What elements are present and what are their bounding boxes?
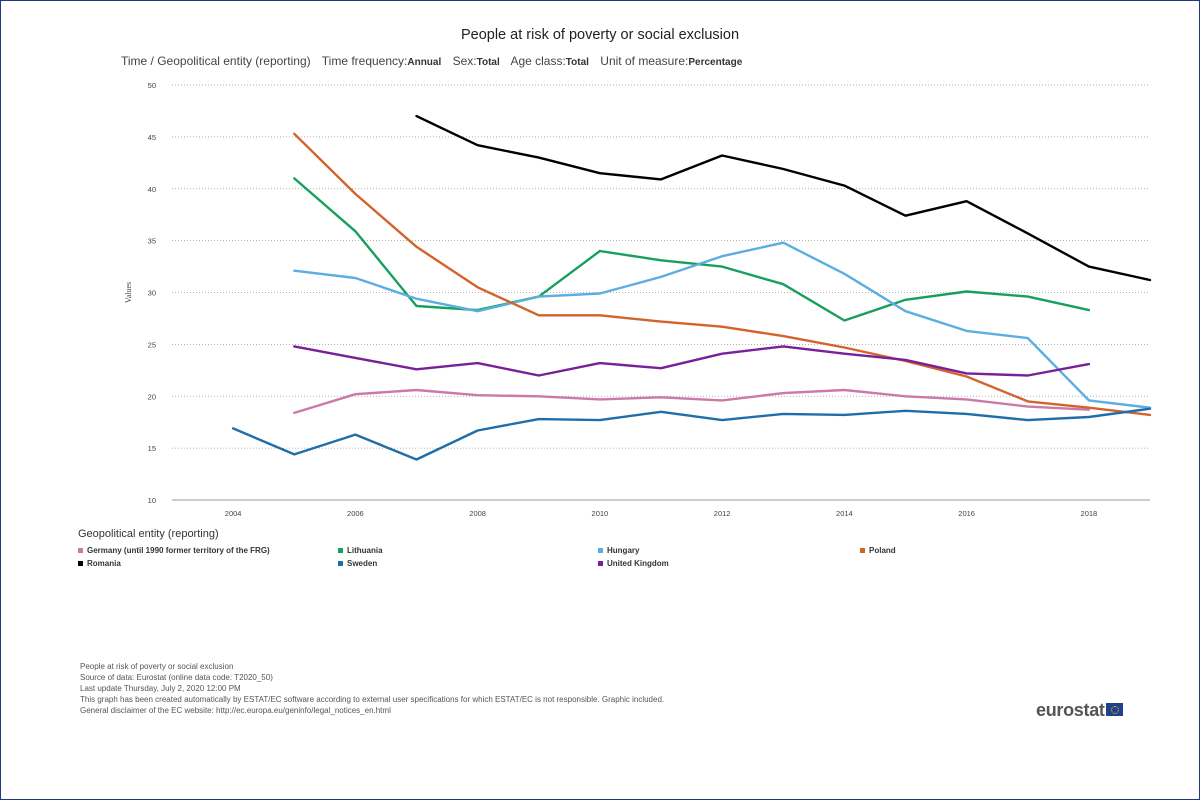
legend-label: Sweden (347, 559, 378, 568)
y-tick-label: 15 (148, 444, 156, 453)
line-chart: 10 15 20 25 30 35 40 45 50 2004 2006 2008 2010 2012 20… (124, 81, 1152, 518)
x-tick-label: 2014 (836, 509, 853, 518)
eurostat-logo: eurostat (1036, 700, 1123, 721)
x-tick-label: 2008 (469, 509, 486, 518)
y-tick-label: 50 (148, 81, 156, 90)
x-tick-label: 2016 (958, 509, 975, 518)
footer-line-legal-link: General disclaimer of the EC website: ht… (80, 706, 391, 715)
dim-frequency-label: Time frequency: (321, 54, 408, 68)
series-line-0 (293, 388, 1091, 415)
x-tick-label: 2004 (225, 509, 242, 518)
x-tick-label: 2006 (347, 509, 364, 518)
legend-item[interactable]: Hungary (598, 546, 639, 555)
y-tick-label: 30 (148, 289, 156, 298)
legend-swatch (78, 548, 83, 554)
series-line-1 (293, 177, 1091, 322)
legend-item[interactable]: Lithuania (338, 546, 383, 555)
legend-swatch (598, 561, 603, 567)
y-axis-label: Values (124, 282, 133, 303)
legend-item[interactable]: Poland (860, 546, 896, 555)
chart-footer: People at risk of poverty or social excl… (80, 661, 664, 716)
y-tick-label: 10 (148, 496, 156, 505)
legend-swatch (338, 548, 343, 554)
legend-title: Geopolitical entity (reporting) (78, 528, 219, 540)
series-line-5 (231, 407, 1152, 461)
series-line-2 (293, 241, 1152, 409)
series-line-3 (293, 132, 1152, 417)
y-tick-label: 40 (148, 185, 156, 194)
dim-unit-label: Unit of measure: (600, 54, 689, 68)
y-tick-label: 25 (148, 340, 156, 349)
logo-text: eurostat (1036, 700, 1105, 720)
legend-item[interactable]: Germany (until 1990 former territory of … (78, 546, 270, 555)
footer-line-disclaimer: This graph has been created automaticall… (80, 695, 665, 704)
dim-age-label: Age class: (510, 54, 566, 68)
legend-swatch (338, 561, 343, 567)
legend-label: Poland (869, 546, 896, 555)
legend-swatch (598, 548, 603, 554)
legend-label: Romania (87, 559, 121, 568)
footer-line-source: Source of data: Eurostat (online data co… (80, 673, 273, 682)
legend-label: Lithuania (347, 546, 383, 555)
series-line-4 (415, 114, 1152, 282)
x-tick-label: 2012 (714, 509, 731, 518)
y-tick-label: 35 (148, 237, 156, 246)
footer-line-title: People at risk of poverty or social excl… (80, 662, 234, 671)
dim-time-geo: Time / Geopolitical entity (reporting) (121, 54, 311, 68)
dim-frequency-value: Annual (407, 57, 442, 68)
series-line-6 (293, 345, 1091, 377)
dim-age-value: Total (565, 57, 589, 68)
legend-item[interactable]: United Kingdom (598, 559, 669, 568)
footer-line-update: Last update Thursday, July 2, 2020 12:00… (80, 684, 241, 693)
legend-label: Hungary (607, 546, 640, 555)
chart-title: People at risk of poverty or social excl… (460, 27, 740, 43)
x-tick-label: 2010 (592, 509, 609, 518)
dim-sex-value: Total (476, 57, 500, 68)
y-tick-label: 20 (148, 392, 156, 401)
legend-label: United Kingdom (607, 559, 669, 568)
dim-sex-label: Sex: (452, 54, 477, 68)
chart-dimensions: Time / Geopolitical entity (reporting) T… (121, 54, 742, 68)
eu-flag-icon (1105, 702, 1123, 716)
legend-item[interactable]: Romania (78, 559, 121, 568)
y-tick-label: 45 (148, 133, 156, 142)
legend-label: Germany (until 1990 former territory of … (87, 546, 270, 555)
dim-unit-value: Percentage (688, 57, 743, 68)
x-tick-label: 2018 (1081, 509, 1098, 518)
legend-item[interactable]: Sweden (338, 559, 377, 568)
legend-swatch (860, 548, 865, 554)
legend-swatch (78, 561, 83, 567)
